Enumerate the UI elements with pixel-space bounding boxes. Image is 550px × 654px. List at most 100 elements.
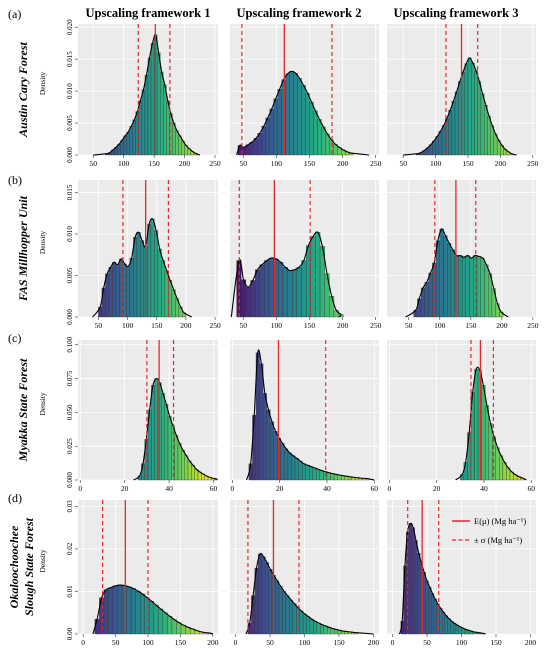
histogram-bar — [169, 113, 173, 156]
histogram-bar — [443, 235, 448, 318]
panel-c2: 0 20 40 60 — [230, 340, 379, 493]
histogram-bar — [149, 601, 155, 635]
histogram-bar — [313, 110, 318, 156]
y-tick-label: 0.050 — [66, 404, 74, 420]
histogram-bar — [448, 110, 452, 156]
histogram-bar — [184, 455, 189, 481]
histogram-bar — [444, 615, 448, 635]
histogram-bar — [261, 126, 266, 156]
histogram-bar — [417, 552, 421, 635]
y-tick-label: 0.020 — [66, 19, 74, 35]
histogram-bar — [161, 260, 166, 318]
histogram-bar — [439, 228, 444, 318]
histogram-bar — [158, 608, 164, 635]
density-curve — [92, 584, 214, 635]
histogram-bar — [273, 431, 278, 481]
x-tick-label: 0 — [234, 638, 238, 647]
histogram-bar — [265, 562, 269, 635]
histogram-bar — [167, 615, 173, 635]
histogram-bar — [117, 584, 123, 635]
legend-sd-label: ± σ (Mg ha⁻¹) — [474, 535, 522, 545]
histogram-bar — [313, 621, 318, 635]
density-curve — [405, 228, 509, 318]
histogram-bar — [241, 279, 247, 318]
histogram-bar — [258, 553, 262, 635]
histogram-bar — [320, 624, 324, 635]
x-tick-label: 50 — [239, 321, 247, 330]
histogram-bar — [333, 474, 338, 481]
x-tick-label: 250 — [209, 321, 221, 330]
histogram-bar — [315, 232, 321, 318]
histogram-bar — [329, 296, 335, 318]
row-label: Okaloochoochee — [7, 525, 21, 608]
y-tick-label: 0.015 — [66, 51, 74, 67]
histogram-bar — [480, 257, 485, 318]
y-tick-label: 0.015 — [66, 184, 74, 200]
x-tick-label: 100 — [118, 159, 130, 168]
histogram-bar — [411, 527, 415, 635]
y-tick-label: 0.005 — [66, 267, 74, 283]
histogram-bar — [310, 236, 316, 318]
histogram-bar — [454, 91, 459, 156]
histogram-bar — [115, 264, 120, 318]
x-tick-label: 0 — [230, 484, 234, 493]
histogram-bar — [312, 467, 317, 481]
histogram-bar — [257, 133, 262, 156]
histogram-bar — [285, 73, 290, 156]
histogram-bar — [175, 130, 179, 156]
histogram-bar — [481, 385, 486, 481]
x-tick-label: 50 — [399, 159, 407, 168]
x-tick-label: 200 — [180, 321, 192, 330]
x-tick-label: 100 — [271, 159, 283, 168]
x-tick-label: 200 — [337, 159, 349, 168]
histogram-bar — [289, 71, 294, 156]
histogram-bar — [330, 473, 335, 481]
histogram-bar — [140, 240, 145, 318]
panel-background — [387, 340, 536, 480]
histogram-bar — [294, 458, 299, 481]
x-tick-label: 150 — [465, 321, 477, 330]
histogram-bar — [108, 587, 114, 635]
histogram-bar — [161, 393, 165, 481]
histogram-bar — [162, 612, 168, 635]
histogram-bar — [430, 593, 435, 635]
histogram-bar — [252, 414, 257, 481]
histogram-bar — [450, 621, 454, 635]
histogram-bar — [262, 393, 267, 481]
histogram-bar — [254, 269, 260, 318]
panel-c3: 0 20 40 60 — [387, 340, 536, 493]
histogram-bar — [435, 240, 440, 318]
histogram-bar — [278, 586, 283, 635]
legend: E(μ) (Mg ha⁻¹) ± σ (Mg ha⁻¹) — [452, 516, 526, 545]
histogram-bar — [144, 74, 149, 156]
x-tick-label: 200 — [368, 638, 380, 647]
histogram-bar — [438, 131, 443, 156]
histogram-bar — [156, 52, 161, 156]
density-curve — [398, 522, 486, 635]
histogram-bar — [297, 78, 302, 156]
histogram-bar — [270, 421, 274, 481]
row-label: Myakka State Forest — [16, 358, 30, 462]
density-curve — [245, 552, 374, 635]
x-tick-label: 40 — [165, 484, 173, 493]
x-tick-label: 60 — [528, 484, 536, 493]
histogram-bar — [103, 589, 109, 635]
histogram-bar — [305, 92, 310, 156]
density-curve — [230, 231, 342, 318]
histogram-bar — [253, 138, 258, 156]
histogram-bar — [261, 556, 266, 635]
histogram-bar — [144, 597, 150, 635]
histogram-bar — [266, 409, 271, 481]
density-curve — [455, 366, 527, 481]
x-tick-label: 150 — [148, 159, 160, 168]
row-label: Austin Cary Forest — [16, 41, 30, 137]
x-tick-label: 100 — [430, 159, 442, 168]
histogram-bar — [301, 85, 306, 156]
histogram-bar — [181, 450, 185, 481]
histogram-bar — [166, 100, 170, 156]
histogram-bar — [123, 135, 127, 156]
density-curve — [92, 218, 193, 318]
histogram-bar — [269, 108, 274, 156]
histogram-bar — [305, 464, 310, 481]
